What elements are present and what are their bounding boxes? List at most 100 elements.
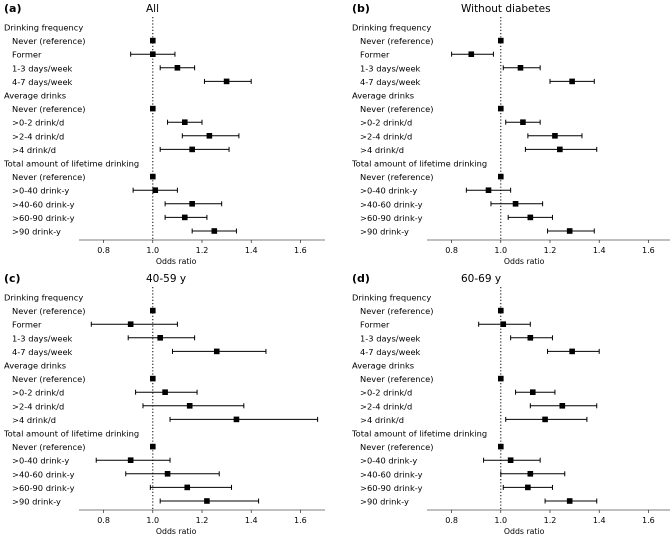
point-estimate	[566, 228, 573, 234]
x-tick-label: 1.2	[196, 516, 209, 525]
x-tick-label: 1.4	[593, 516, 606, 525]
x-tick-label: 0.8	[445, 246, 458, 255]
row-label: >2-4 drink/d	[12, 131, 64, 141]
row-label: >90 drink-y	[12, 497, 61, 507]
row-label: >60-90 drink-y	[12, 483, 75, 493]
row-label: 1-3 days/week	[12, 333, 73, 343]
row-label: Never (reference)	[360, 374, 433, 384]
point-estimate	[204, 498, 210, 504]
row-label: Never (reference)	[12, 442, 85, 452]
row-label: >60-90 drink-y	[360, 483, 423, 493]
row-label: Never (reference)	[12, 172, 85, 182]
row-label: >90 drink-y	[360, 227, 409, 237]
section-header: Drinking frequency	[4, 293, 83, 303]
row-label: 4-7 days/week	[12, 347, 73, 357]
row-label: >0-40 drink-y	[360, 456, 417, 466]
point-estimate	[517, 65, 524, 71]
x-axis-label: Odds ratio	[156, 257, 197, 266]
point-estimate	[186, 403, 193, 409]
row-label: >40-60 drink-y	[360, 199, 423, 209]
point-estimate	[211, 228, 218, 234]
row-label: >40-60 drink-y	[12, 199, 75, 209]
point-estimate	[189, 146, 195, 153]
point-estimate	[152, 187, 159, 193]
point-estimate	[181, 119, 188, 125]
point-estimate	[213, 348, 220, 355]
point-estimate	[150, 37, 156, 44]
row-label: >4 drink/d	[360, 415, 404, 425]
row-label: >2-4 drink/d	[360, 401, 412, 411]
row-label: >60-90 drink-y	[12, 213, 75, 223]
row-label: Former	[12, 320, 42, 330]
point-estimate	[569, 348, 575, 355]
point-estimate	[512, 201, 519, 207]
row-label: >0-40 drink-y	[12, 186, 69, 196]
row-label: Never (reference)	[360, 442, 433, 452]
panel-title: Without diabetes	[461, 3, 551, 15]
row-label: >4 drink/d	[12, 415, 56, 425]
row-label: >40-60 drink-y	[360, 469, 423, 479]
point-estimate	[233, 416, 240, 423]
point-estimate	[559, 403, 566, 409]
x-tick-label: 1.0	[146, 516, 159, 525]
point-estimate	[150, 307, 156, 314]
section-header: Total amount of lifetime drinking	[3, 429, 139, 439]
point-estimate	[507, 457, 514, 463]
point-estimate	[525, 484, 531, 491]
point-estimate	[150, 375, 156, 382]
panel-label: (a)	[4, 2, 21, 15]
point-estimate	[500, 321, 507, 327]
row-label: >0-2 drink/d	[12, 388, 64, 398]
point-estimate	[542, 416, 548, 423]
panel-label: (d)	[352, 272, 370, 285]
point-estimate	[498, 443, 504, 450]
section-header: Drinking frequency	[4, 23, 83, 33]
point-estimate	[498, 105, 504, 112]
point-estimate	[174, 65, 181, 71]
point-estimate	[162, 389, 168, 395]
row-label: Former	[360, 50, 390, 60]
row-label: >2-4 drink/d	[12, 401, 64, 411]
x-tick-label: 1.6	[294, 516, 307, 525]
point-estimate	[566, 498, 573, 504]
point-estimate	[164, 471, 171, 477]
row-label: Former	[12, 50, 42, 60]
point-estimate	[527, 214, 534, 221]
row-label: >90 drink-y	[360, 497, 409, 507]
point-estimate	[552, 133, 558, 139]
row-label: >0-40 drink-y	[360, 186, 417, 196]
point-estimate	[181, 214, 188, 221]
x-tick-label: 1.6	[642, 246, 655, 255]
section-header: Total amount of lifetime drinking	[351, 159, 487, 169]
row-label: 4-7 days/week	[360, 347, 421, 357]
row-label: Never (reference)	[360, 104, 433, 114]
x-tick-label: 1.6	[294, 246, 307, 255]
point-estimate	[527, 471, 534, 477]
x-axis-label: Odds ratio	[156, 527, 197, 536]
section-header: Average drinks	[352, 91, 414, 101]
x-tick-label: 0.8	[97, 246, 110, 255]
point-estimate	[223, 78, 230, 85]
panel-label: (b)	[352, 2, 370, 15]
point-estimate	[557, 146, 563, 153]
row-label: Never (reference)	[360, 36, 433, 46]
row-label: >0-2 drink/d	[360, 388, 412, 398]
x-axis-label: Odds ratio	[504, 257, 545, 266]
row-label: 1-3 days/week	[12, 63, 73, 73]
section-header: Average drinks	[4, 91, 66, 101]
section-header: Total amount of lifetime drinking	[3, 159, 139, 169]
x-tick-label: 1.4	[245, 516, 258, 525]
row-label: >40-60 drink-y	[12, 469, 75, 479]
point-estimate	[150, 51, 156, 57]
row-label: >2-4 drink/d	[360, 131, 412, 141]
panel-label: (c)	[4, 272, 21, 285]
row-label: Never (reference)	[12, 306, 85, 316]
x-tick-label: 1.0	[494, 516, 507, 525]
point-estimate	[529, 389, 536, 395]
x-tick-label: 1.2	[196, 246, 209, 255]
panel-title: All	[146, 3, 159, 15]
point-estimate	[184, 484, 191, 491]
section-header: Total amount of lifetime drinking	[351, 429, 487, 439]
section-header: Drinking frequency	[352, 293, 431, 303]
